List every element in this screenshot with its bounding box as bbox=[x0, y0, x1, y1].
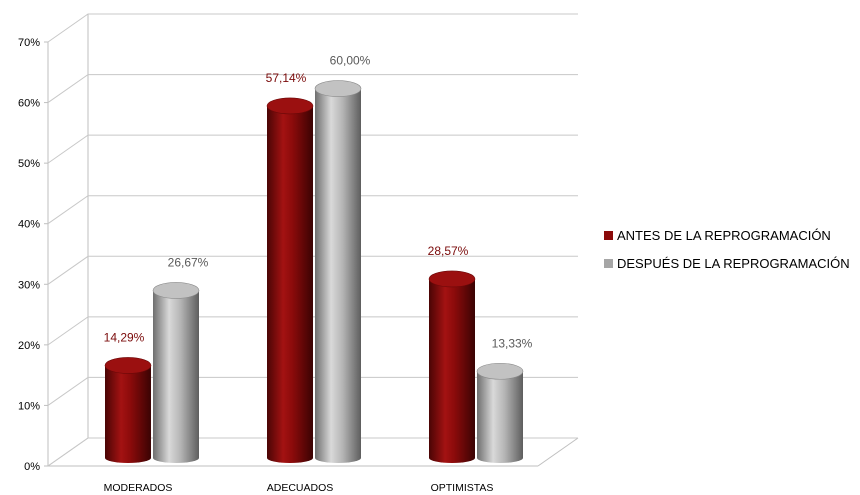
legend-item-antes: ANTES DE LA REPROGRAMACIÓN bbox=[604, 228, 831, 243]
y-tick-label: 70% bbox=[18, 37, 40, 49]
gridline bbox=[47, 195, 578, 225]
data-label: 57,14% bbox=[266, 71, 307, 85]
legend-swatch bbox=[604, 231, 613, 240]
legend: ANTES DE LA REPROGRAMACIÓN DESPUÉS DE LA … bbox=[604, 228, 850, 271]
data-label: 28,57% bbox=[428, 244, 469, 258]
gridline bbox=[47, 316, 578, 346]
chart-labels: 14,29% 26,67% 57,14% 60,00% 28,57% 13,33% bbox=[104, 54, 533, 351]
y-tick-label: 10% bbox=[18, 400, 40, 412]
legend-item-despues: DESPUÉS DE LA REPROGRAMACIÓN bbox=[604, 256, 850, 271]
bar-adecuados-despues bbox=[314, 80, 362, 464]
y-tick-label: 20% bbox=[18, 340, 40, 352]
y-tick-label: 40% bbox=[18, 219, 40, 231]
chart-bars bbox=[104, 80, 524, 464]
y-tick-label: 60% bbox=[18, 98, 40, 110]
legend-label: DESPUÉS DE LA REPROGRAMACIÓN bbox=[617, 256, 850, 271]
data-label: 60,00% bbox=[330, 54, 371, 68]
gridline bbox=[47, 134, 578, 164]
gridline bbox=[47, 376, 578, 406]
bar-optimistas-antes bbox=[428, 270, 476, 463]
bar-moderados-antes bbox=[104, 357, 152, 463]
gridline bbox=[47, 437, 578, 467]
legend-label: ANTES DE LA REPROGRAMACIÓN bbox=[617, 228, 831, 243]
x-category-label: MODERADOS bbox=[104, 482, 173, 494]
data-label: 13,33% bbox=[492, 336, 533, 350]
x-category-label: OPTIMISTAS bbox=[431, 482, 494, 494]
y-tick-label: 50% bbox=[18, 158, 40, 170]
y-tick-label: 0% bbox=[24, 461, 40, 473]
data-label: 14,29% bbox=[104, 330, 145, 344]
chart-axes: 0% 10% 20% 30% 40% 50% 60% 70% MODERADOS ADECUADO… bbox=[18, 13, 579, 494]
bar-adecuados-antes bbox=[266, 97, 314, 463]
gridline bbox=[47, 255, 578, 285]
gridline bbox=[47, 74, 578, 103]
y-tick-label: 30% bbox=[18, 279, 40, 291]
bar-optimistas-despues bbox=[476, 362, 524, 463]
data-label: 26,67% bbox=[168, 255, 209, 269]
gridline bbox=[47, 13, 578, 43]
legend-swatch bbox=[604, 259, 613, 268]
bar-moderados-despues bbox=[152, 282, 200, 463]
x-category-label: ADECUADOS bbox=[267, 482, 334, 494]
